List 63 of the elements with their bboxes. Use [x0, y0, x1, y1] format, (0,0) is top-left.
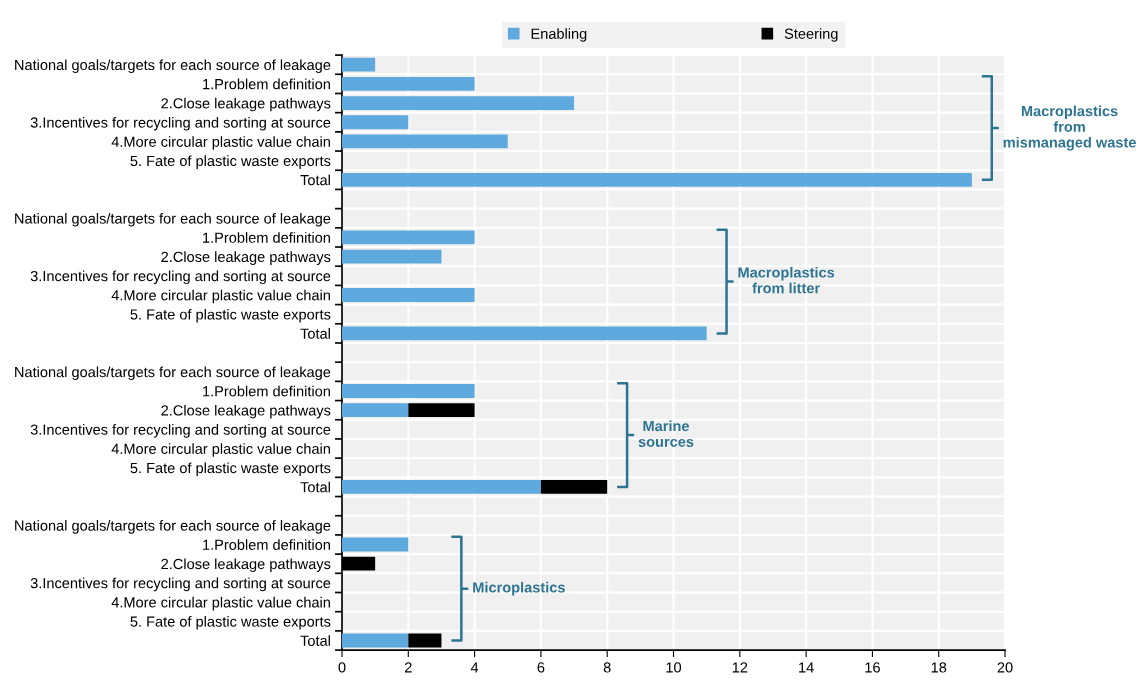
x-tick-label: 0 — [338, 662, 346, 673]
bar — [408, 403, 475, 418]
y-tick-label: 3.Incentives for recycling and sorting at source — [30, 424, 331, 438]
bar — [342, 134, 508, 149]
bar — [342, 172, 972, 187]
y-tick-label: 2.Close leakage pathways — [161, 404, 331, 419]
x-tick-label: 20 — [997, 662, 1013, 673]
x-tick-label: 4 — [470, 662, 479, 673]
y-tick-label: 1.Problem definition — [203, 539, 330, 550]
y-tick-label: 5. Fate of plastic waste exports — [130, 155, 331, 169]
x-tick-label: 12 — [732, 662, 748, 673]
x-tick-label: 10 — [666, 662, 682, 673]
x-tick-label: 6 — [537, 662, 545, 673]
y-tick-label: 1.Problem definition — [203, 385, 330, 397]
bar — [342, 57, 376, 72]
y-tick-label: 3.Incentives for recycling and sorting at source — [30, 577, 331, 592]
bar — [342, 537, 409, 552]
annotation: Marine sources — [638, 420, 694, 447]
y-tick-label: 2.Close leakage pathways — [161, 97, 331, 112]
x-tick-label: 2 — [404, 662, 412, 673]
y-tick-label: 4.More circular plastic value chain — [111, 136, 330, 150]
bar — [342, 96, 575, 110]
y-tick-label: 1.Problem definition — [203, 78, 330, 90]
legend-label: Steering — [784, 28, 838, 42]
bar — [540, 480, 608, 494]
annotation: Microplastics — [473, 581, 565, 596]
y-tick-label: National goals/targets for each source of leakage — [15, 59, 331, 73]
annotation: Macroplastics from mismanaged waste — [1003, 105, 1136, 151]
x-tick-label: 8 — [603, 662, 611, 673]
y-tick-label: 2.Close leakage pathways — [161, 558, 331, 573]
annotation: Macroplastics from litter — [738, 266, 835, 294]
x-tick-label: 18 — [931, 662, 947, 673]
y-tick-label: 5. Fate of plastic waste exports — [130, 616, 331, 630]
bar — [342, 480, 541, 494]
bar — [342, 76, 475, 91]
y-tick-label: National goals/targets for each source of leakage — [15, 520, 331, 534]
y-tick-label: Total — [300, 635, 330, 646]
y-tick-label: Total — [300, 328, 330, 339]
legend-label: Enabling — [531, 28, 587, 42]
y-tick-label: Total — [300, 174, 330, 186]
bar — [408, 633, 442, 648]
y-tick-label: 4.More circular plastic value chain — [111, 443, 330, 457]
bar — [342, 326, 707, 341]
y-tick-label: 4.More circular plastic value chain — [111, 289, 330, 304]
y-tick-label: 5. Fate of plastic waste exports — [130, 308, 331, 323]
y-tick-label: Total — [300, 481, 330, 493]
y-tick-label: 1.Problem definition — [203, 232, 330, 243]
bar — [342, 633, 409, 648]
bar — [342, 115, 409, 130]
bar — [342, 249, 442, 264]
y-tick-label: 3.Incentives for recycling and sorting at source — [30, 116, 331, 131]
bar — [342, 230, 475, 245]
x-tick-label: 14 — [799, 662, 814, 673]
bar — [342, 403, 409, 418]
y-tick-label: 5. Fate of plastic waste exports — [130, 462, 331, 477]
y-tick-label: 3.Incentives for recycling and sorting at source — [30, 270, 331, 285]
x-tick-label: 16 — [865, 662, 880, 673]
y-tick-label: 4.More circular plastic value chain — [111, 596, 330, 611]
y-tick-label: 2.Close leakage pathways — [161, 251, 331, 265]
y-tick-label: National goals/targets for each source of leakage — [15, 366, 331, 381]
y-tick-label: National goals/targets for each source of leakage — [15, 212, 331, 227]
bar — [342, 288, 475, 302]
bar — [342, 384, 475, 398]
